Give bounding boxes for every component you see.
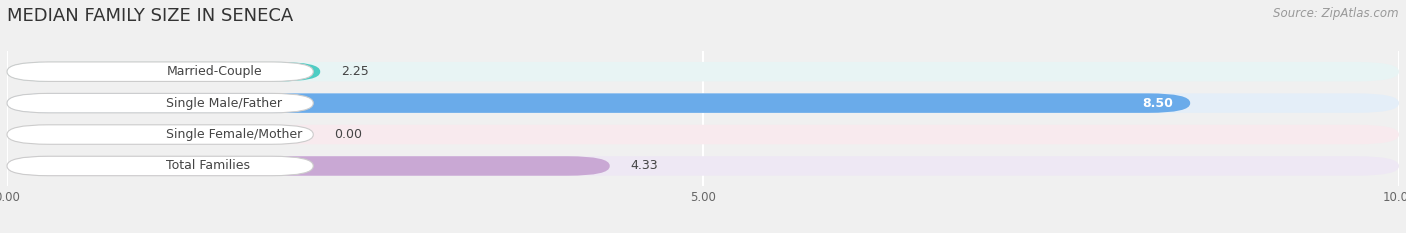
FancyBboxPatch shape [7, 156, 610, 176]
FancyBboxPatch shape [7, 62, 1399, 81]
Text: MEDIAN FAMILY SIZE IN SENECA: MEDIAN FAMILY SIZE IN SENECA [7, 7, 294, 25]
Text: Single Female/Mother: Single Female/Mother [166, 128, 302, 141]
Text: Married-Couple: Married-Couple [166, 65, 262, 78]
Text: 2.25: 2.25 [342, 65, 368, 78]
FancyBboxPatch shape [7, 93, 1191, 113]
FancyBboxPatch shape [7, 62, 314, 81]
FancyBboxPatch shape [7, 156, 1399, 176]
FancyBboxPatch shape [7, 125, 314, 144]
Text: Total Families: Total Families [166, 159, 250, 172]
Text: Single Male/Father: Single Male/Father [166, 97, 283, 110]
FancyBboxPatch shape [7, 125, 1399, 144]
Text: Source: ZipAtlas.com: Source: ZipAtlas.com [1274, 7, 1399, 20]
FancyBboxPatch shape [7, 62, 321, 81]
FancyBboxPatch shape [7, 93, 1399, 113]
Text: 0.00: 0.00 [335, 128, 363, 141]
Text: 8.50: 8.50 [1143, 97, 1174, 110]
FancyBboxPatch shape [7, 93, 314, 113]
Text: 4.33: 4.33 [631, 159, 658, 172]
FancyBboxPatch shape [7, 156, 314, 176]
